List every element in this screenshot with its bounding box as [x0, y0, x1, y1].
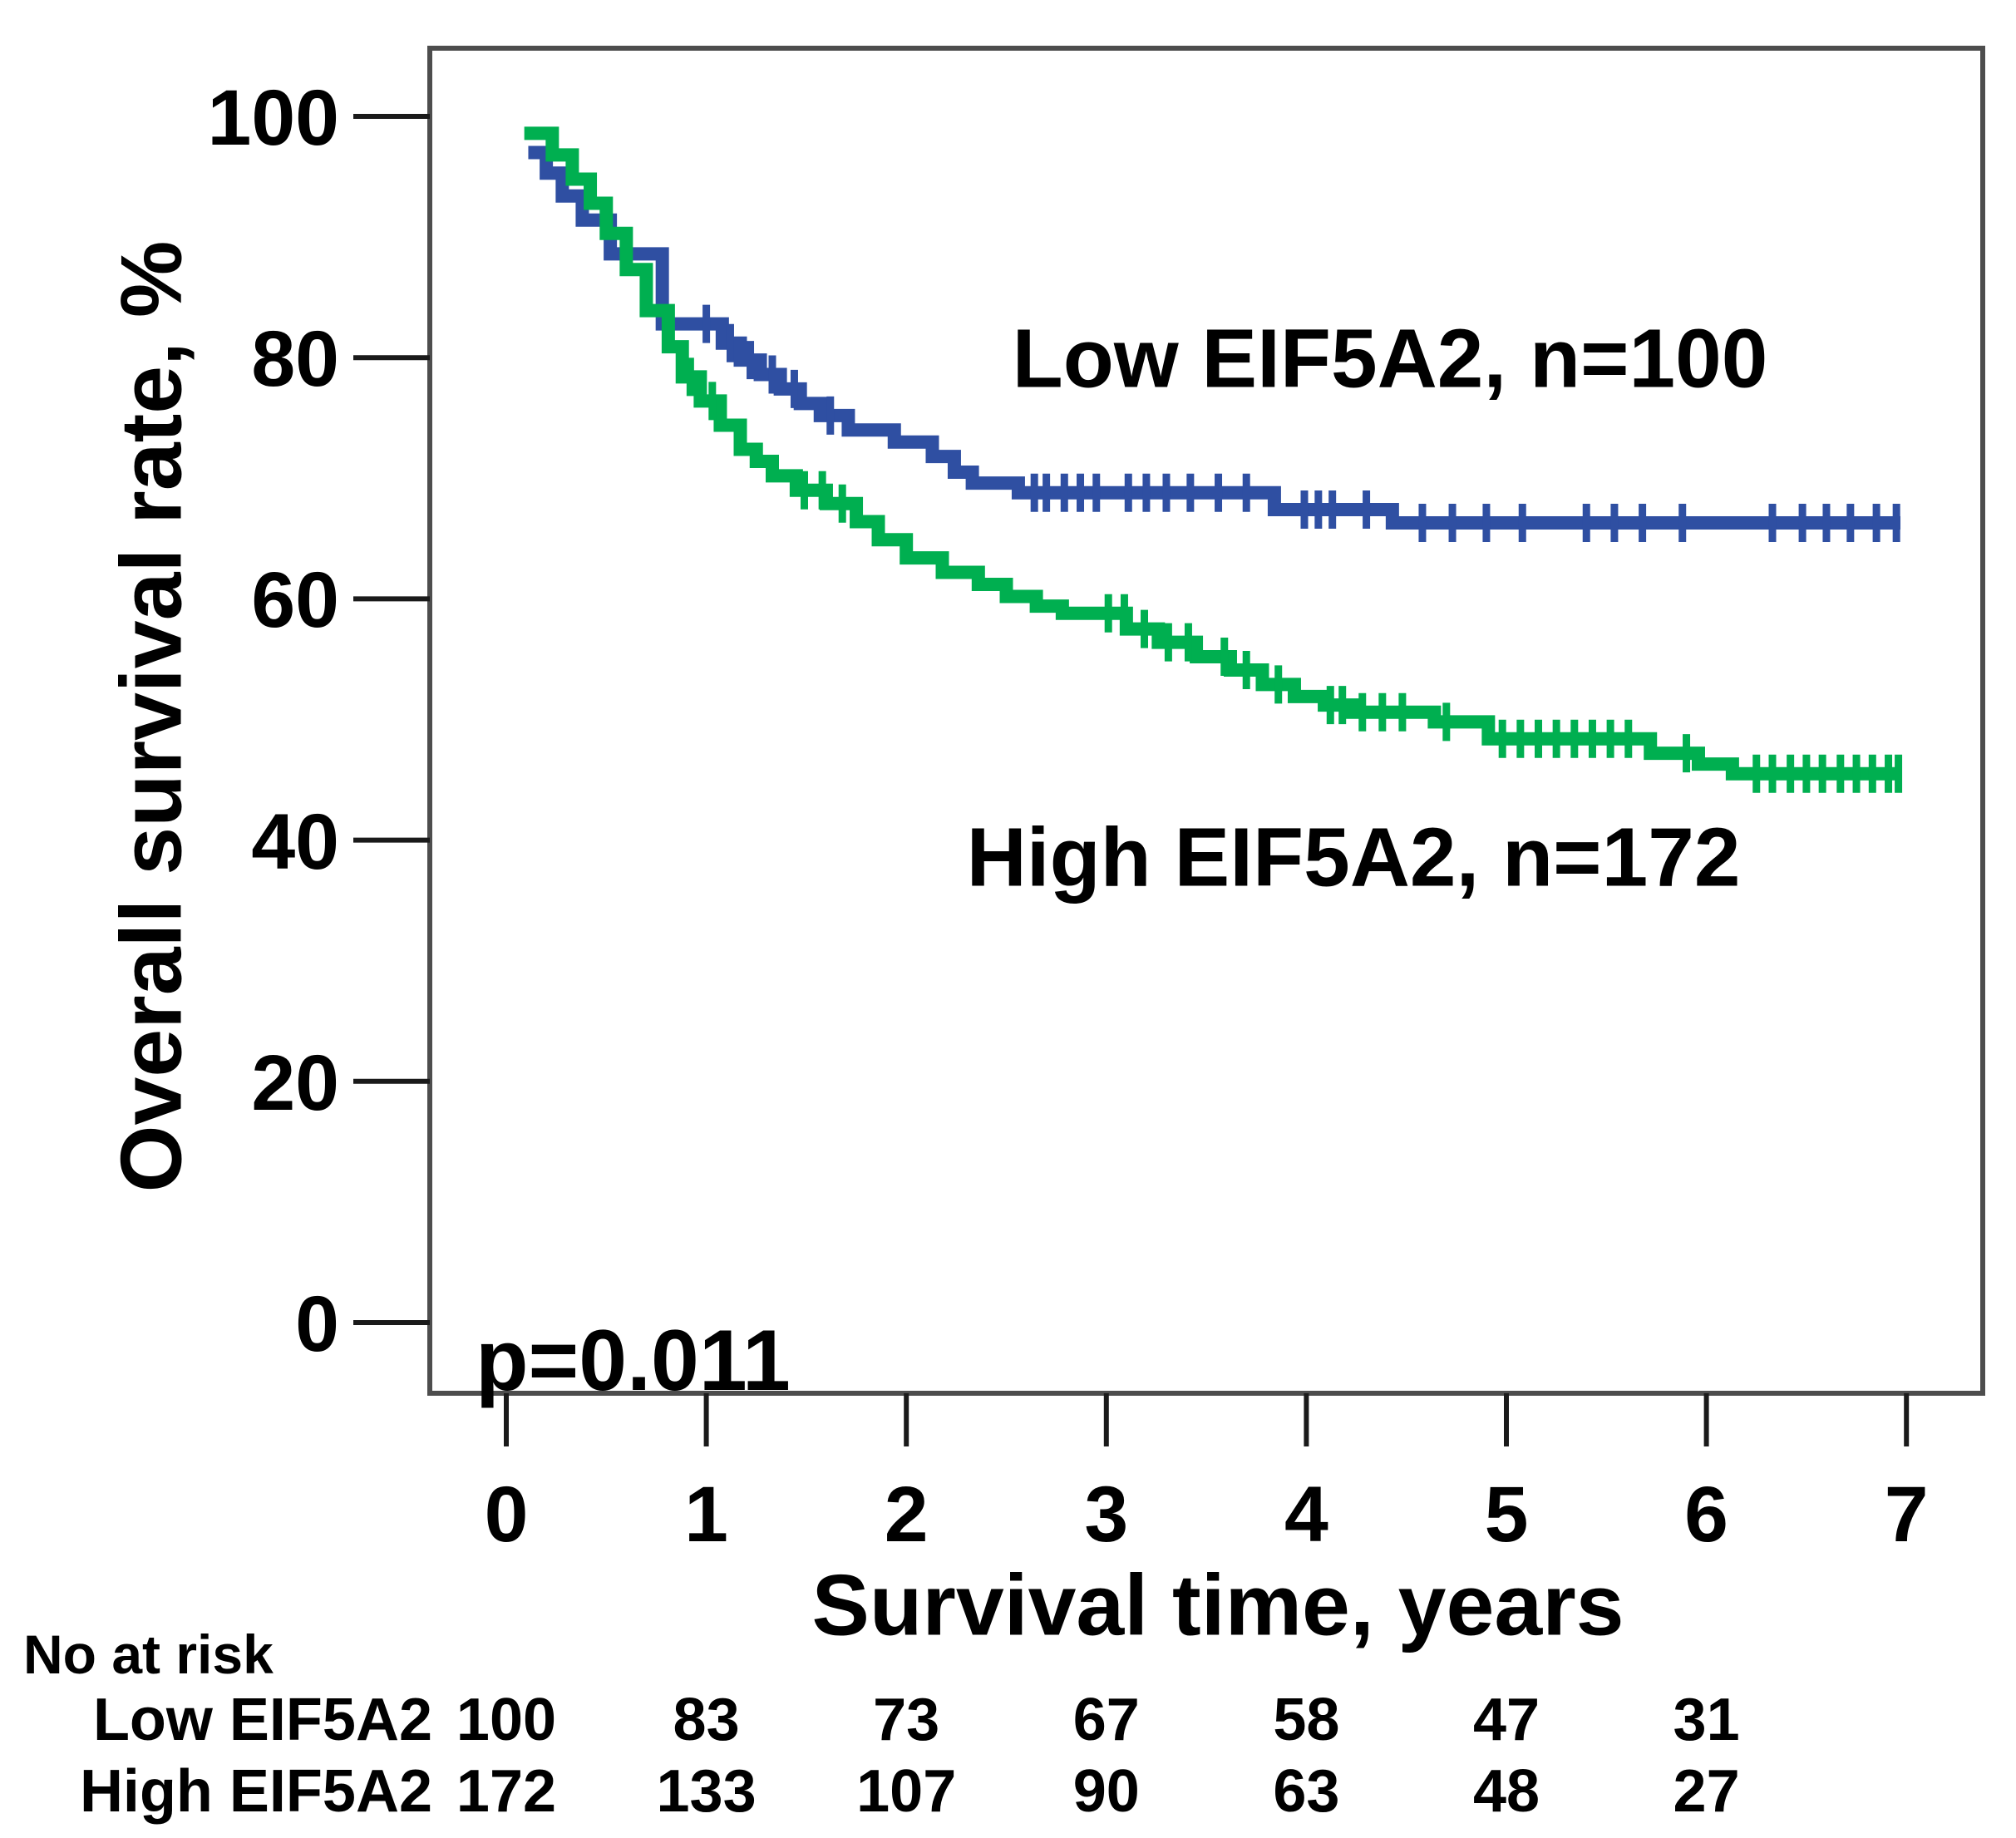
risk-count-value: 67: [1072, 1687, 1140, 1753]
risk-count-value: 47: [1472, 1687, 1540, 1753]
risk-count-value: 58: [1273, 1687, 1340, 1753]
x-tick-label: 7: [1884, 1471, 1929, 1559]
axis-tick-marks: [353, 114, 1910, 1446]
x-tick-label: 3: [1084, 1471, 1129, 1559]
risk-row-label: High EIF5A2: [79, 1758, 432, 1825]
risk-count-value: 27: [1673, 1758, 1740, 1825]
y-tick-label: 0: [295, 1280, 339, 1368]
y-tick-label: 20: [251, 1038, 339, 1127]
survival-curves: [524, 126, 1903, 793]
risk-count-value: 100: [456, 1687, 557, 1753]
high-curve-annotation: High EIF5A2, n=172: [966, 811, 1741, 904]
risk-count-value: 48: [1472, 1758, 1540, 1825]
risk-count-value: 73: [873, 1687, 940, 1753]
p-value-annotation: p=0.011: [476, 1313, 791, 1409]
risk-count-value: 83: [673, 1687, 740, 1753]
plot-box-outline: [427, 46, 1985, 1396]
x-tick-label: 0: [484, 1471, 529, 1559]
plot-area-border: [427, 46, 1985, 1396]
high-eif5a2-curve: [524, 126, 1900, 781]
low-eif5a2-curve: [528, 145, 1900, 530]
x-tick-label: 6: [1684, 1471, 1729, 1559]
risk-count-value: 107: [856, 1758, 957, 1825]
risk-count-value: 31: [1673, 1687, 1740, 1753]
risk-count-value: 172: [456, 1758, 557, 1825]
x-tick-label: 2: [884, 1471, 929, 1559]
x-tick-label: 1: [684, 1471, 729, 1559]
risk-count-value: 133: [656, 1758, 757, 1825]
risk-count-value: 63: [1273, 1758, 1340, 1825]
x-axis-title: Survival time, years: [811, 1557, 1624, 1654]
risk-row-label: Low EIF5A2: [92, 1687, 432, 1753]
y-tick-label: 60: [251, 556, 339, 645]
y-tick-label: 100: [207, 74, 339, 162]
low-curve-annotation: Low EIF5A2, n=100: [1012, 312, 1768, 406]
risk-table-header: No at risk: [23, 1624, 274, 1685]
y-tick-label: 80: [251, 315, 339, 404]
y-tick-label: 40: [251, 797, 339, 886]
x-tick-label: 4: [1284, 1471, 1328, 1559]
x-tick-label: 5: [1484, 1471, 1529, 1559]
risk-count-value: 90: [1072, 1758, 1140, 1825]
